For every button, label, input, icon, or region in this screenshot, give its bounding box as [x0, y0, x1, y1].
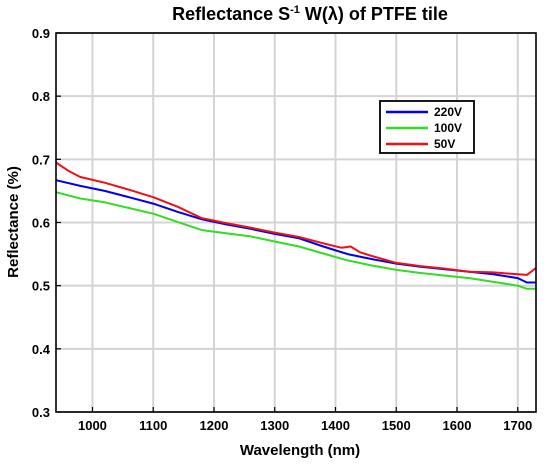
title-superscript: -1	[290, 4, 300, 16]
x-tick-label-1: 1100	[139, 418, 167, 433]
legend-label-100V: 100V	[434, 121, 462, 135]
x-tick-label-3: 1300	[260, 418, 289, 433]
x-tick-label-7: 1700	[503, 418, 532, 433]
legend: 220V 100V 50V	[379, 100, 475, 154]
y-tick-label-0: 0.3	[32, 405, 50, 420]
x-tick-label-0: 1000	[78, 418, 107, 433]
x-tick-label-4: 1400	[321, 418, 350, 433]
x-tick-label-5: 1500	[382, 418, 411, 433]
series-line-220V	[55, 179, 536, 284]
y-tick-label-4: 0.7	[32, 152, 50, 167]
legend-label-220V: 220V	[434, 105, 462, 119]
x-tick-label-2: 1200	[200, 418, 229, 433]
series-line-50V	[55, 161, 537, 276]
y-tick-label-1: 0.4	[32, 342, 51, 357]
tick-labels: 1000 1100 1200 1300 1400 1500 1600 1700 0.3 0.4 0.…	[32, 26, 532, 433]
y-tick-label-6: 0.9	[32, 26, 50, 41]
legend-label-50V: 50V	[434, 137, 455, 151]
y-tick-label-2: 0.5	[32, 279, 50, 294]
grid-lines	[56, 32, 536, 413]
x-axis-label: Wavelength (nm)	[240, 442, 360, 459]
x-tick-label-6: 1600	[443, 418, 472, 433]
chart-title: Reflectance S-1 W(λ) of PTFE tile	[172, 4, 448, 24]
y-tick-label-5: 0.8	[32, 89, 50, 104]
series-line-100V	[55, 191, 536, 290]
series-lines	[55, 161, 537, 290]
y-axis-label: Reflectance (%)	[5, 166, 22, 278]
title-rest: W(λ) of PTFE tile	[300, 4, 448, 24]
title-main: Reflectance S	[172, 4, 290, 24]
y-tick-label-3: 0.6	[32, 216, 50, 231]
